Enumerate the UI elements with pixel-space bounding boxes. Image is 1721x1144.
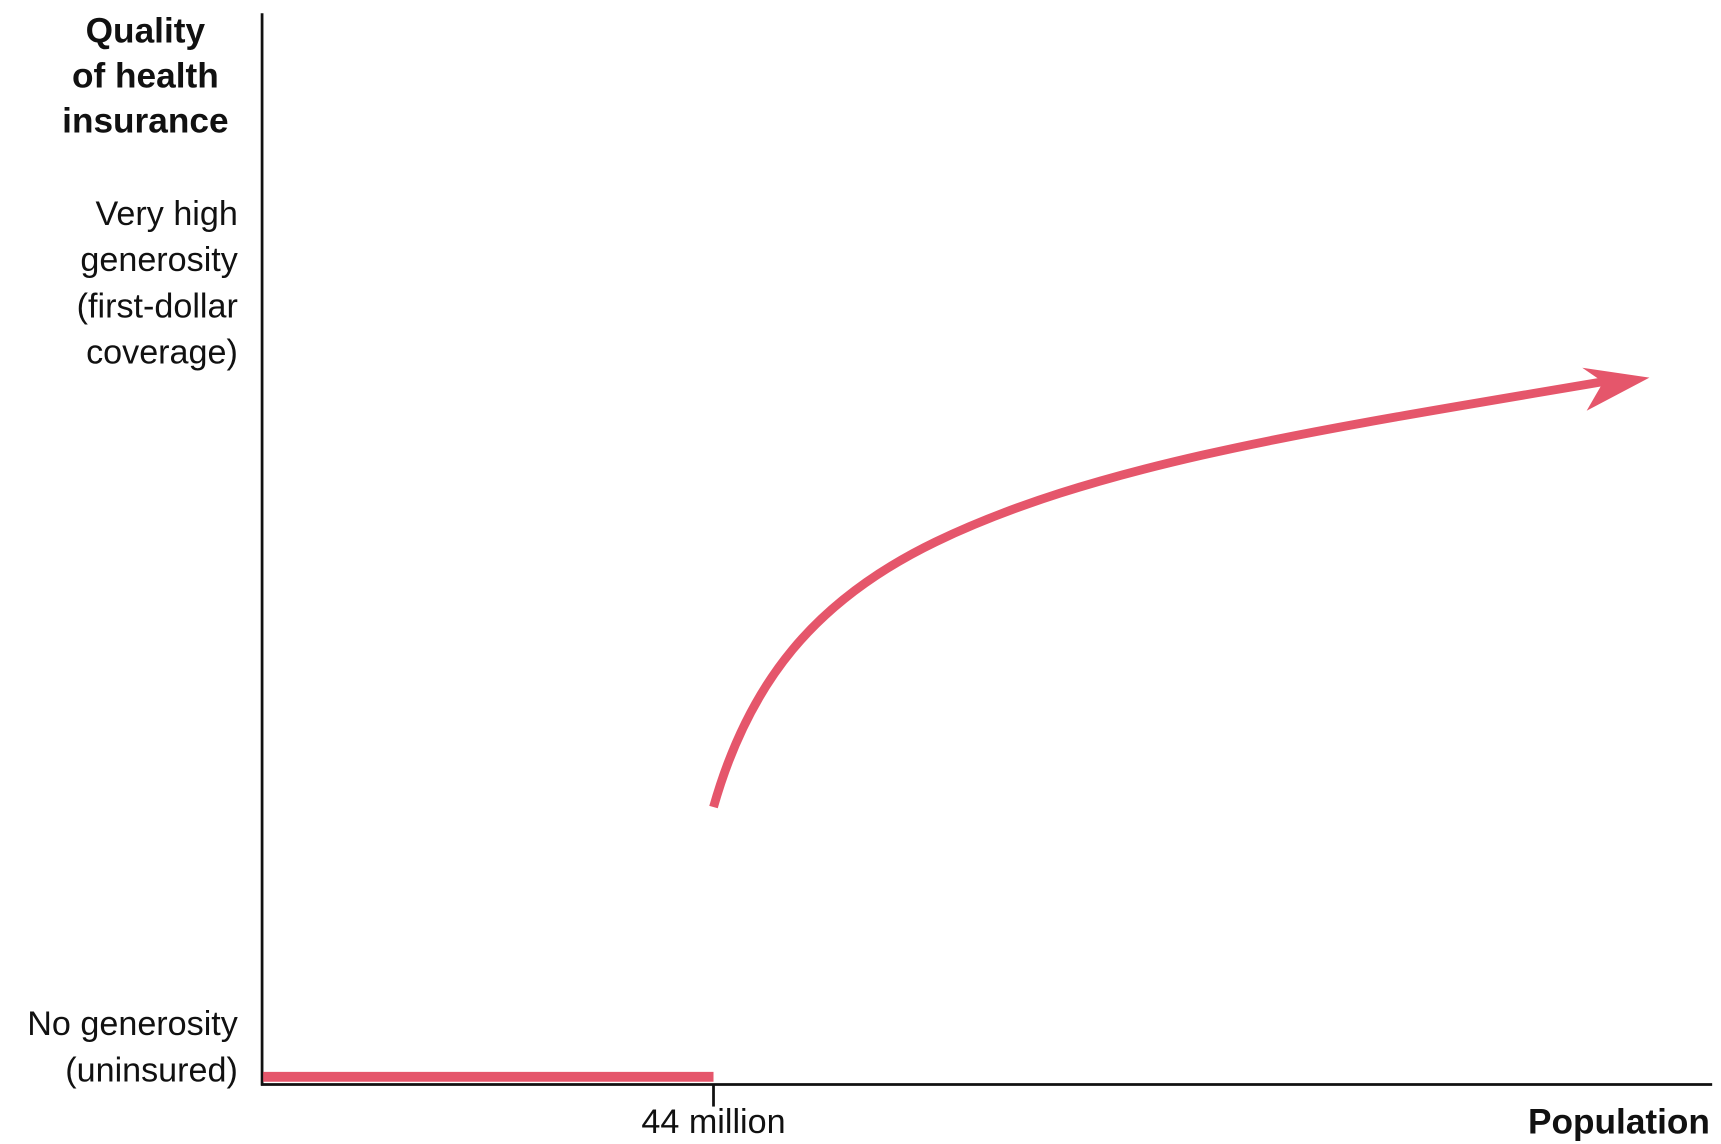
y-axis-title: Quality of health insurance [62, 11, 228, 140]
y-label-bottom: No generosity (uninsured) [27, 1005, 238, 1089]
arrow-head [1582, 367, 1650, 411]
y-label-line: (uninsured) [65, 1051, 238, 1089]
x-axis-title: Population [1528, 1102, 1710, 1141]
y-label-line: coverage) [86, 334, 238, 372]
y-axis-title-line: Quality [86, 11, 206, 50]
y-label-line: Very high [96, 195, 238, 233]
y-axis-title-line: insurance [62, 102, 228, 141]
y-axis-title-line: of health [72, 56, 219, 95]
y-label-line: generosity [80, 241, 237, 279]
coverage-curve [709, 376, 1609, 809]
y-label-top: Very high generosity (first-dollar cover… [77, 195, 238, 372]
y-label-line: (first-dollar [77, 287, 238, 325]
x-tick-label: 44 million [641, 1103, 785, 1141]
y-label-line: No generosity [27, 1005, 238, 1043]
